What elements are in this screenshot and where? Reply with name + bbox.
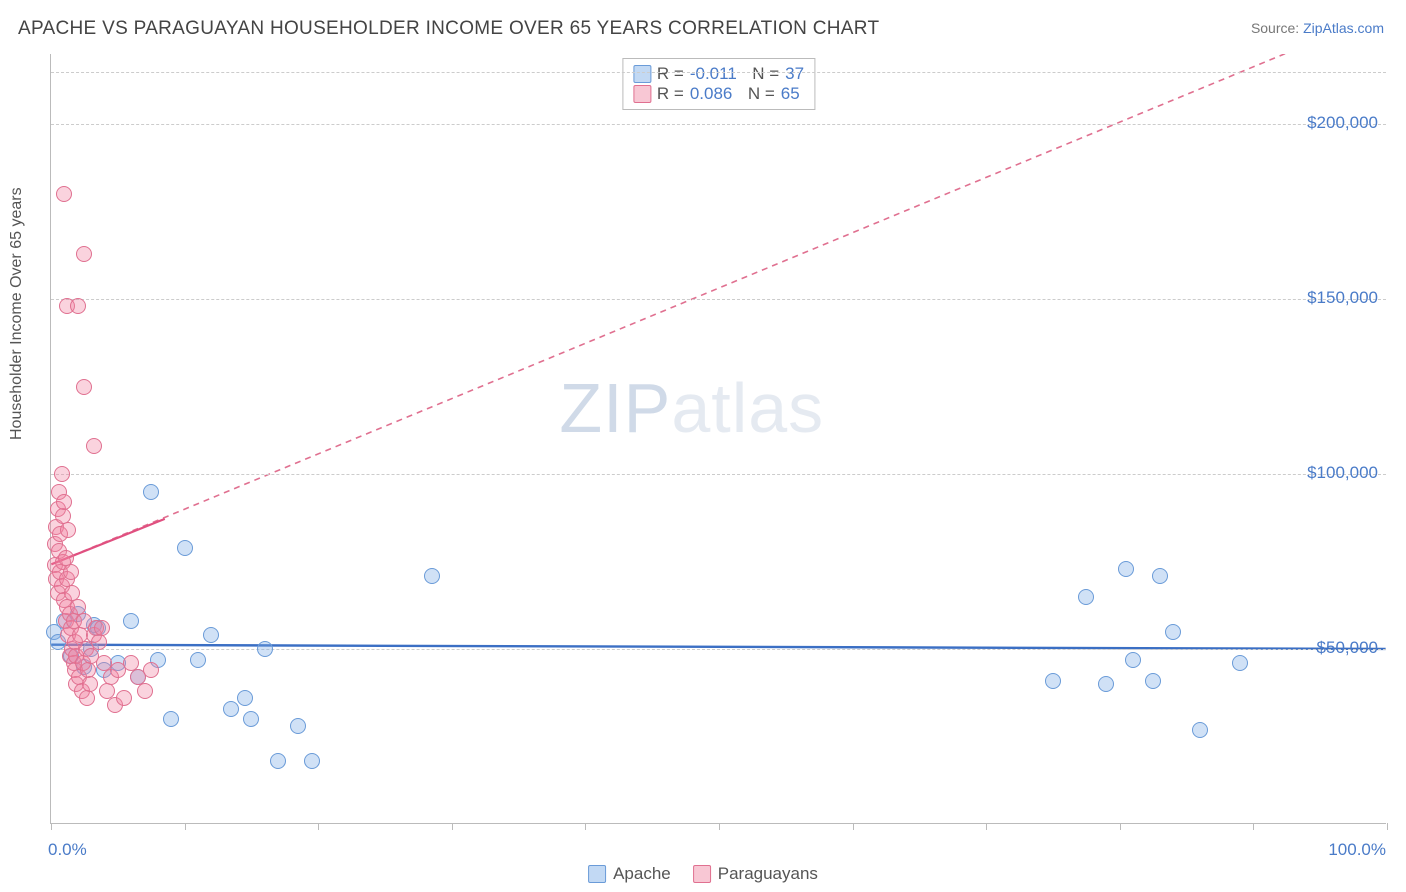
legend-stat-row: R = 0.086 N = 65 xyxy=(633,84,804,104)
data-point xyxy=(1165,624,1181,640)
data-point xyxy=(1232,655,1248,671)
data-point xyxy=(1192,722,1208,738)
legend-swatch xyxy=(633,65,651,83)
legend-item: Paraguayans xyxy=(693,864,818,884)
trend-lines-layer xyxy=(51,54,1386,823)
data-point xyxy=(56,494,72,510)
data-point xyxy=(63,564,79,580)
x-tick xyxy=(51,823,52,830)
x-axis-max-label: 100.0% xyxy=(1328,840,1386,860)
data-point xyxy=(143,662,159,678)
data-point xyxy=(54,466,70,482)
gridline xyxy=(51,474,1386,475)
data-point xyxy=(243,711,259,727)
data-point xyxy=(116,690,132,706)
data-point xyxy=(1078,589,1094,605)
y-tick-label: $200,000 xyxy=(1307,113,1378,133)
legend-item: Apache xyxy=(588,864,671,884)
data-point xyxy=(190,652,206,668)
gridline xyxy=(51,72,1386,73)
legend-n-label: N = xyxy=(738,84,774,104)
source-attribution: Source: ZipAtlas.com xyxy=(1251,20,1384,36)
legend-n-value: 37 xyxy=(785,64,804,84)
legend-stat-row: R = -0.011 N = 37 xyxy=(633,64,804,84)
y-tick-label: $100,000 xyxy=(1307,463,1378,483)
data-point xyxy=(270,753,286,769)
data-point xyxy=(143,484,159,500)
legend-label: Paraguayans xyxy=(718,864,818,884)
data-point xyxy=(56,186,72,202)
watermark-zip: ZIP xyxy=(559,369,671,447)
x-tick xyxy=(719,823,720,830)
data-point xyxy=(60,522,76,538)
legend-swatch xyxy=(633,85,651,103)
watermark-atlas: atlas xyxy=(671,369,824,447)
data-point xyxy=(1145,673,1161,689)
legend-swatch xyxy=(693,865,711,883)
data-point xyxy=(163,711,179,727)
y-tick-label: $150,000 xyxy=(1307,288,1378,308)
source-link[interactable]: ZipAtlas.com xyxy=(1303,20,1384,36)
x-tick xyxy=(452,823,453,830)
data-point xyxy=(79,690,95,706)
data-point xyxy=(304,753,320,769)
data-point xyxy=(290,718,306,734)
gridline xyxy=(51,124,1386,125)
x-tick xyxy=(185,823,186,830)
legend-label: Apache xyxy=(613,864,671,884)
source-label: Source: xyxy=(1251,20,1303,36)
data-point xyxy=(1125,652,1141,668)
legend-series: Apache Paraguayans xyxy=(588,864,818,884)
gridline xyxy=(51,649,1386,650)
x-axis-min-label: 0.0% xyxy=(48,840,87,860)
x-tick xyxy=(585,823,586,830)
x-tick xyxy=(1387,823,1388,830)
legend-r-value: -0.011 xyxy=(690,64,737,84)
gridline xyxy=(51,299,1386,300)
data-point xyxy=(76,246,92,262)
data-point xyxy=(1152,568,1168,584)
y-tick-label: $50,000 xyxy=(1317,638,1378,658)
legend-r-value: 0.086 xyxy=(690,84,733,104)
trend-line xyxy=(51,54,1385,564)
legend-swatch xyxy=(588,865,606,883)
data-point xyxy=(82,676,98,692)
legend-stats: R = -0.011 N = 37 R = 0.086 N = 65 xyxy=(622,58,815,110)
data-point xyxy=(177,540,193,556)
data-point xyxy=(237,690,253,706)
data-point xyxy=(203,627,219,643)
data-point xyxy=(137,683,153,699)
legend-r-label: R = xyxy=(657,84,684,104)
legend-n-value: 65 xyxy=(781,84,800,104)
legend-n-label: N = xyxy=(743,64,779,84)
data-point xyxy=(424,568,440,584)
data-point xyxy=(257,641,273,657)
x-tick xyxy=(853,823,854,830)
data-point xyxy=(70,298,86,314)
data-point xyxy=(76,379,92,395)
data-point xyxy=(1098,676,1114,692)
x-tick xyxy=(318,823,319,830)
x-tick xyxy=(986,823,987,830)
x-tick xyxy=(1253,823,1254,830)
y-axis-label: Householder Income Over 65 years xyxy=(8,187,26,440)
data-point xyxy=(94,620,110,636)
watermark: ZIPatlas xyxy=(559,368,824,448)
data-point xyxy=(91,634,107,650)
plot-area: ZIPatlas R = -0.011 N = 37 R = 0.086 N =… xyxy=(50,54,1386,824)
x-tick xyxy=(1120,823,1121,830)
data-point xyxy=(86,438,102,454)
data-point xyxy=(1045,673,1061,689)
data-point xyxy=(123,613,139,629)
chart-title: APACHE VS PARAGUAYAN HOUSEHOLDER INCOME … xyxy=(18,18,879,40)
legend-r-label: R = xyxy=(657,64,684,84)
data-point xyxy=(223,701,239,717)
data-point xyxy=(1118,561,1134,577)
